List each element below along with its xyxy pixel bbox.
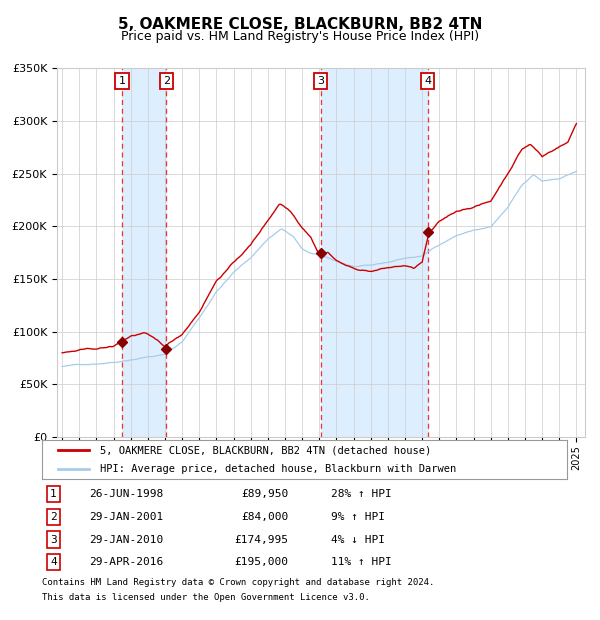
Text: £84,000: £84,000 <box>241 512 289 522</box>
Text: 29-JAN-2010: 29-JAN-2010 <box>89 534 163 544</box>
Text: 5, OAKMERE CLOSE, BLACKBURN, BB2 4TN: 5, OAKMERE CLOSE, BLACKBURN, BB2 4TN <box>118 17 482 32</box>
Text: 28% ↑ HPI: 28% ↑ HPI <box>331 489 392 499</box>
Text: £174,995: £174,995 <box>235 534 289 544</box>
Text: 1: 1 <box>50 489 57 499</box>
Text: 4% ↓ HPI: 4% ↓ HPI <box>331 534 385 544</box>
Text: 26-JUN-1998: 26-JUN-1998 <box>89 489 163 499</box>
Text: 9% ↑ HPI: 9% ↑ HPI <box>331 512 385 522</box>
Text: £89,950: £89,950 <box>241 489 289 499</box>
Text: 3: 3 <box>50 534 57 544</box>
Text: 3: 3 <box>317 76 324 86</box>
Text: 2: 2 <box>163 76 170 86</box>
Text: 4: 4 <box>50 557 57 567</box>
Bar <box>122 68 166 437</box>
Text: Contains HM Land Registry data © Crown copyright and database right 2024.: Contains HM Land Registry data © Crown c… <box>42 578 434 587</box>
Text: 2: 2 <box>50 512 57 522</box>
Bar <box>320 68 428 437</box>
Text: 5, OAKMERE CLOSE, BLACKBURN, BB2 4TN (detached house): 5, OAKMERE CLOSE, BLACKBURN, BB2 4TN (de… <box>100 445 431 455</box>
Text: 29-APR-2016: 29-APR-2016 <box>89 557 163 567</box>
Text: Price paid vs. HM Land Registry's House Price Index (HPI): Price paid vs. HM Land Registry's House … <box>121 30 479 43</box>
Text: 11% ↑ HPI: 11% ↑ HPI <box>331 557 392 567</box>
Text: This data is licensed under the Open Government Licence v3.0.: This data is licensed under the Open Gov… <box>42 593 370 602</box>
Text: £195,000: £195,000 <box>235 557 289 567</box>
Text: HPI: Average price, detached house, Blackburn with Darwen: HPI: Average price, detached house, Blac… <box>100 464 456 474</box>
Text: 4: 4 <box>424 76 431 86</box>
Text: 1: 1 <box>119 76 125 86</box>
Text: 29-JAN-2001: 29-JAN-2001 <box>89 512 163 522</box>
